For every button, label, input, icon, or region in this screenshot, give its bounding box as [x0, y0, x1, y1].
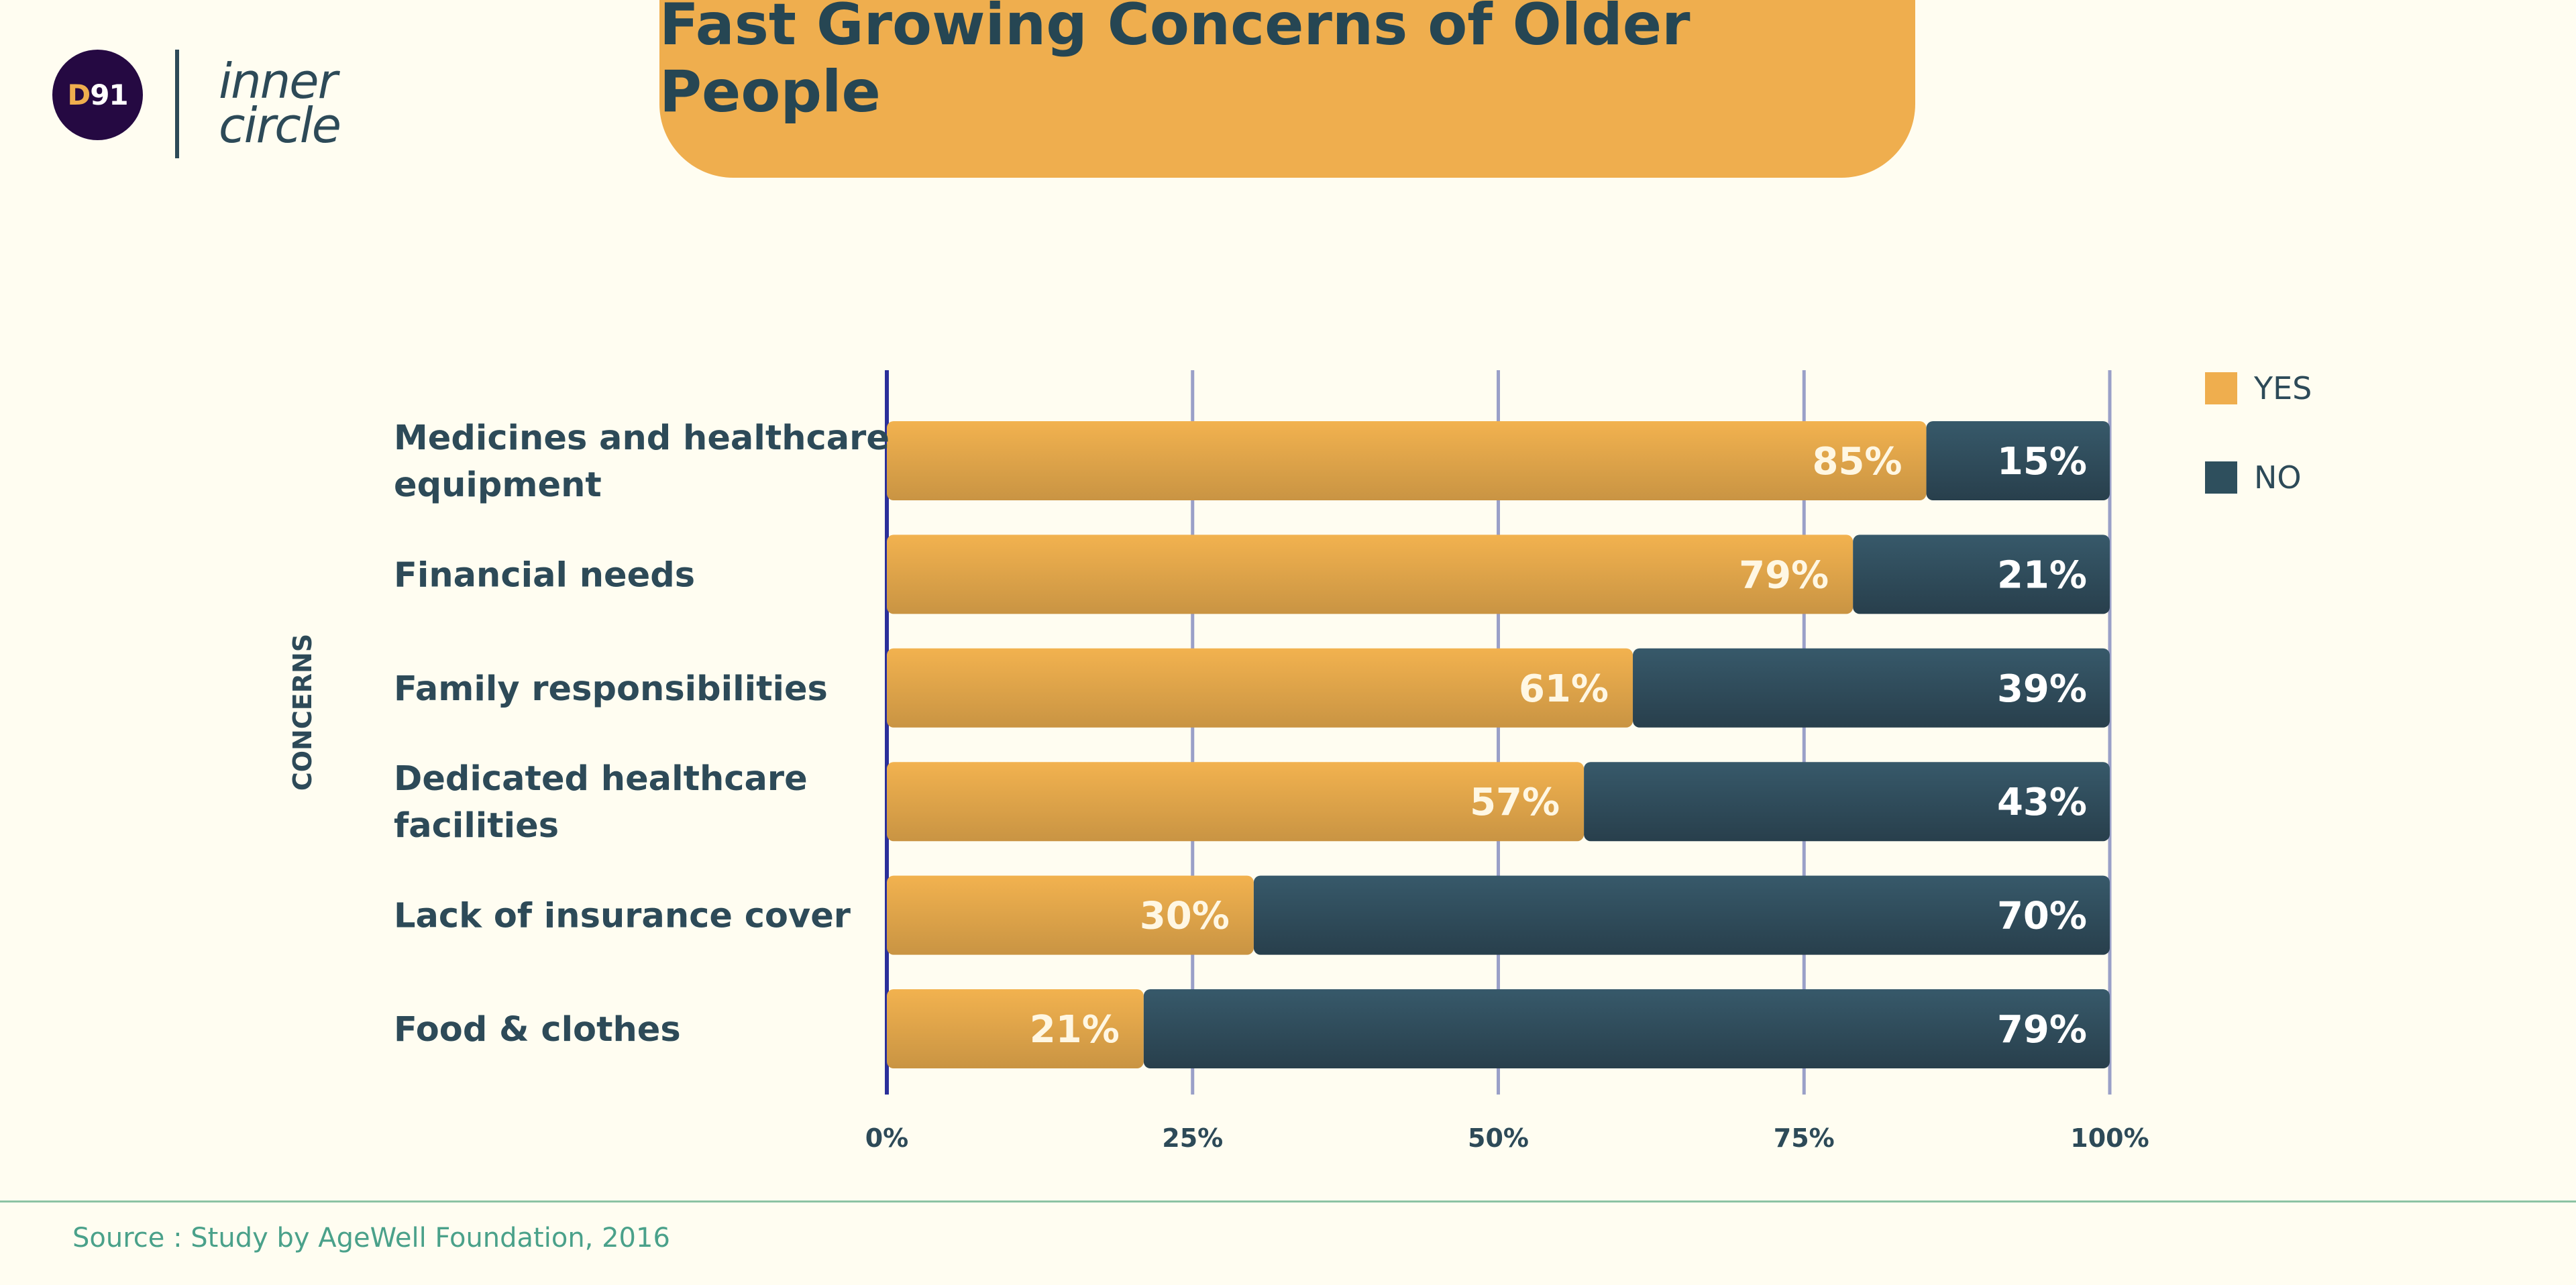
bar-group [887, 421, 2110, 500]
logo-number: 91 [90, 78, 128, 111]
category-label: Food & clothes [394, 1010, 681, 1050]
y-axis-title: CONCERNS [288, 634, 317, 791]
data-label-yes: 85% [1813, 440, 1902, 484]
bar-group [887, 648, 2110, 728]
bar-no [1633, 648, 2110, 728]
legend-label: YES [2253, 370, 2312, 406]
bar-yes [887, 535, 1854, 614]
data-label-yes: 57% [1470, 781, 1560, 824]
category-label-line: facilities [394, 806, 559, 846]
bar-no [1926, 421, 2110, 500]
x-tick-label: 0% [865, 1123, 909, 1153]
data-label-no: 79% [1997, 1008, 2087, 1052]
data-label-yes: 79% [1739, 553, 1829, 597]
source-note: Source : Study by AgeWell Foundation, 20… [72, 1223, 670, 1253]
category-label: Medicines and healthcare equipment [394, 418, 890, 505]
legend-label: NO [2254, 459, 2302, 496]
x-tick-label: 100% [2070, 1123, 2149, 1153]
bar-yes [887, 421, 1927, 500]
footer-divider [0, 1200, 2576, 1203]
bar-no [1143, 989, 2110, 1068]
x-tick-label: 50% [1468, 1123, 1529, 1153]
category-label-line: Financial needs [394, 555, 695, 595]
legend-swatch [2205, 372, 2237, 404]
logo-divider [175, 50, 179, 158]
bar-no [1253, 875, 2110, 955]
category-label: Lack of insurance cover [394, 897, 851, 936]
category-label-line: Food & clothes [394, 1010, 681, 1050]
bar-group [887, 535, 2110, 614]
d91-logo: D 91 [52, 50, 143, 140]
chart-title: Fast Growing Concerns of Older People [659, 0, 1690, 125]
category-label: Family responsibilities [394, 669, 828, 709]
data-label-no: 43% [1997, 781, 2087, 824]
data-label-no: 39% [1997, 667, 2087, 711]
category-label-line: equipment [394, 465, 602, 505]
logo-letter: D [67, 78, 91, 111]
title-banner: Fast Growing Concerns of Older People [659, 0, 1915, 178]
bar-yes [887, 875, 1254, 955]
data-label-yes: 61% [1519, 667, 1609, 711]
brand-name: inner circle [219, 53, 341, 154]
data-label-no: 21% [1997, 553, 2087, 597]
bar-yes [887, 762, 1585, 842]
bar-no [1584, 762, 2110, 842]
data-label-yes: 21% [1030, 1008, 1120, 1052]
data-label-no: 15% [1997, 440, 2087, 484]
bar-group [887, 989, 2110, 1068]
category-label-line: Family responsibilities [394, 669, 828, 709]
category-label-line: Dedicated healthcare [394, 759, 808, 799]
bar-yes [887, 648, 1633, 728]
category-label-line: Lack of insurance cover [394, 897, 851, 936]
bar-group [887, 762, 2110, 842]
legend-swatch [2205, 461, 2237, 494]
x-tick-label: 25% [1162, 1123, 1223, 1153]
brand-line-1: inner [219, 53, 337, 109]
bar-yes [887, 989, 1144, 1068]
category-label: Financial needs [394, 555, 695, 595]
brand-line-2: circle [219, 97, 341, 154]
category-label-line: Medicines and healthcare [394, 418, 890, 458]
bar-group [887, 875, 2110, 955]
x-tick-label: 75% [1774, 1123, 1835, 1153]
bar-no [1853, 535, 2110, 614]
category-label: Dedicated healthcare facilities [394, 759, 808, 846]
legend-item-yes: YES [2205, 370, 2312, 406]
data-label-no: 70% [1997, 895, 2087, 938]
legend-item-no: NO [2205, 459, 2302, 496]
data-label-yes: 30% [1140, 895, 1230, 938]
